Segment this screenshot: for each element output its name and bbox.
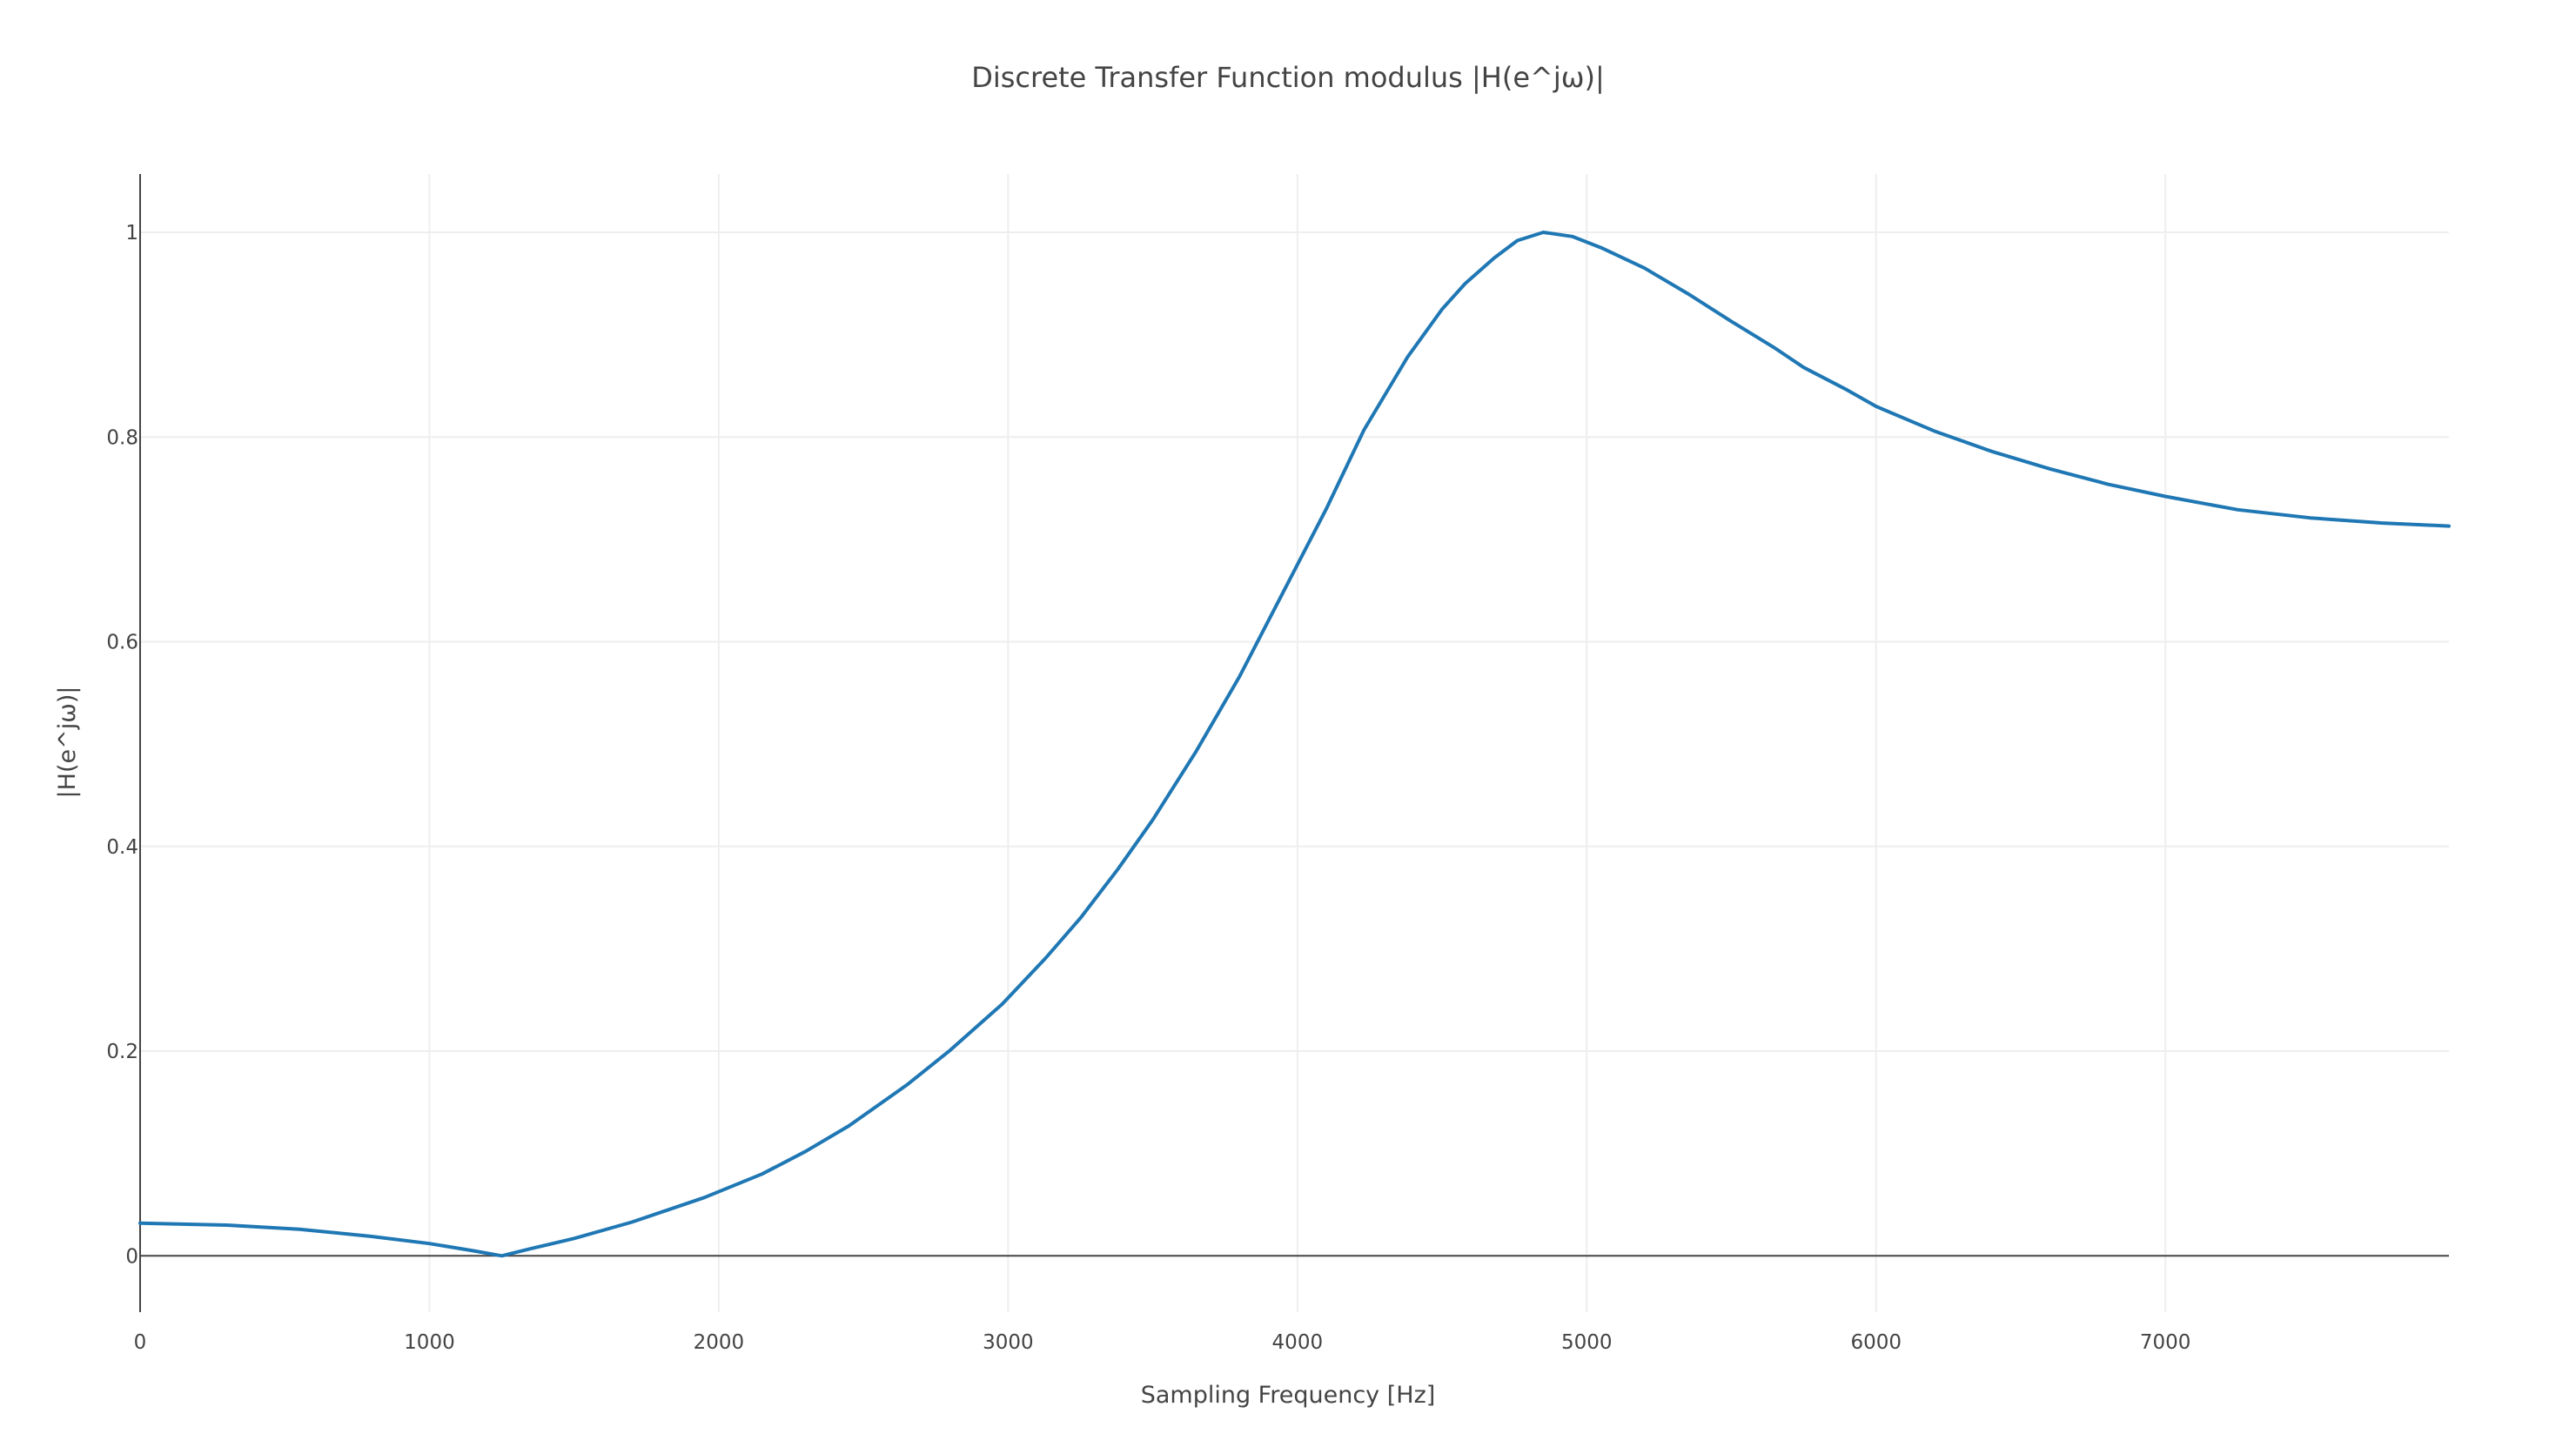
x-tick-label: 0 [134, 1331, 147, 1354]
y-tick-label: 0.2 [106, 1041, 138, 1063]
y-tick-label: 0.6 [106, 632, 138, 654]
y-tick-label: 0.8 [106, 426, 138, 449]
tick-labels: 0 1000 2000 3000 4000 5000 6000 7000 0 0.2 0.4 0.6 0… [106, 222, 2190, 1354]
series [138, 231, 2451, 1258]
x-tick-label: 6000 [1850, 1331, 1902, 1354]
x-tick-label: 4000 [1272, 1331, 1324, 1354]
x-tick-label: 5000 [1561, 1331, 1613, 1354]
x-tick-label: 1000 [404, 1331, 455, 1354]
y-tick-label: 0.4 [106, 836, 138, 859]
x-tick-label: 3000 [983, 1331, 1034, 1354]
y-axis-title: |H(e^jω)| [54, 687, 81, 799]
y-tick-label: 1 [125, 222, 138, 245]
x-axis-title: Sampling Frequency [Hz] [1141, 1382, 1436, 1409]
series-line [138, 231, 2451, 1258]
grid [140, 174, 2449, 1312]
axes [139, 174, 2449, 1312]
y-tick-label: 0 [125, 1245, 138, 1268]
x-tick-label: 7000 [2140, 1331, 2191, 1354]
chart-title: Discrete Transfer Function modulus |H(e^… [971, 61, 1605, 94]
x-tick-label: 2000 [694, 1331, 745, 1354]
